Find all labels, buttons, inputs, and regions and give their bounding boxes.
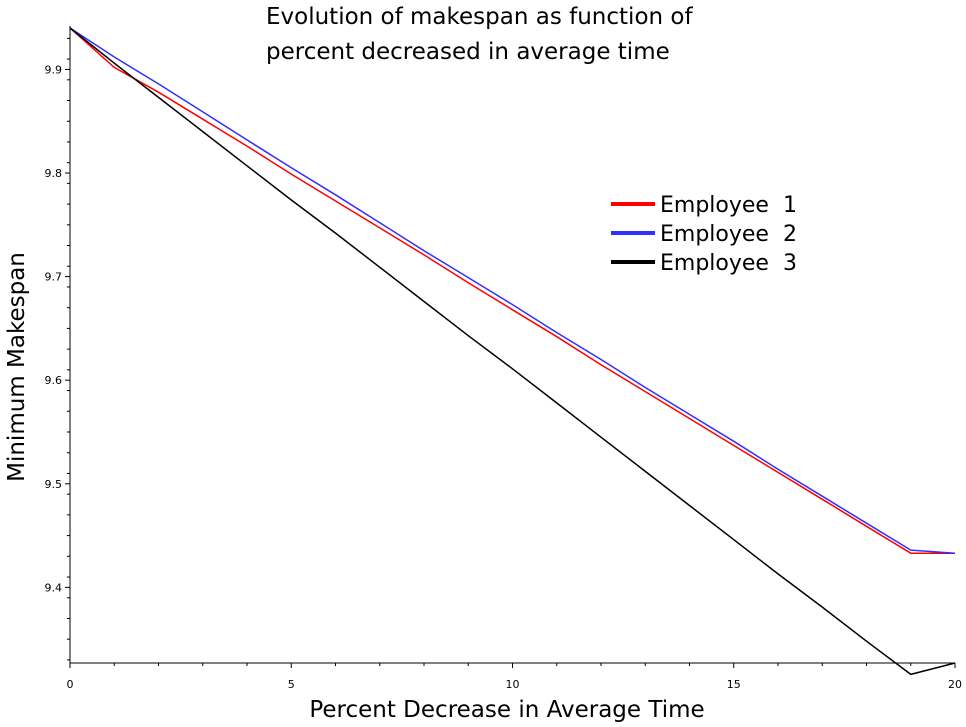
x-tick-label: 0 <box>67 678 74 691</box>
chart-title-line-2: percent decreased in average time <box>266 39 670 65</box>
legend-label-employee-3: Employee 3 <box>660 251 797 276</box>
series-layer <box>69 27 956 676</box>
series-line-employee-1 <box>69 27 955 554</box>
chart-title-line-1: Evolution of makespan as function of <box>266 4 693 30</box>
y-tick-label: 9.7 <box>45 271 63 284</box>
legend-label-employee-1: Employee 1 <box>660 193 797 218</box>
series-line-employee-3 <box>69 27 956 676</box>
y-axis-title: Minimum Makespan <box>4 252 30 482</box>
x-axis-title: Percent Decrease in Average Time <box>309 697 704 723</box>
x-tick-label: 20 <box>948 678 962 691</box>
x-ticks: 0 5 10 15 20 <box>67 663 962 691</box>
series-line-employee-2 <box>69 27 956 554</box>
y-tick-label: 9.5 <box>45 478 63 491</box>
x-tick-label: 10 <box>506 678 520 691</box>
x-tick-label: 15 <box>727 678 741 691</box>
y-tick-label: 9.8 <box>45 167 63 180</box>
y-tick-label: 9.9 <box>45 63 63 76</box>
y-tick-label: 9.4 <box>45 581 63 594</box>
legend: Employee 1 Employee 2 Employee 3 <box>611 193 797 276</box>
x-tick-label: 5 <box>288 678 295 691</box>
y-ticks: 9.4 9.5 9.6 9.7 9.8 9.9 <box>45 37 70 661</box>
y-tick-label: 9.6 <box>45 374 63 387</box>
legend-label-employee-2: Employee 2 <box>660 222 797 247</box>
